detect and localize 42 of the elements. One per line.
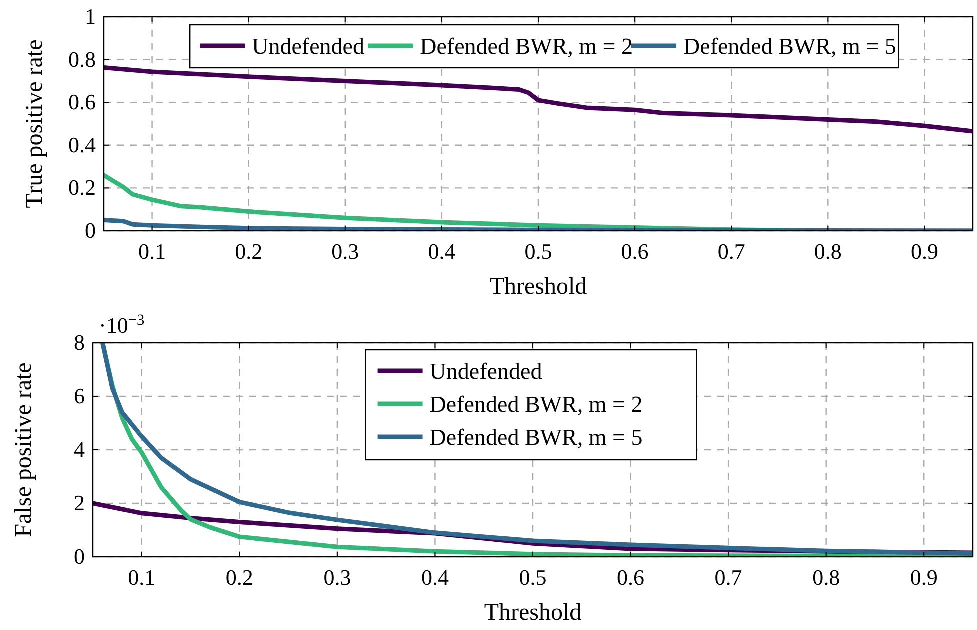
legend-label: Undefended [252,34,365,59]
x-tick-label: 0.9 [910,565,938,590]
x-tick-label: 0.8 [812,565,840,590]
y-axis-title: True positive rate [22,40,48,208]
line-series [104,218,973,231]
y-tick-label: 1 [85,4,96,29]
y-tick-label: 0.8 [68,46,96,72]
x-tick-label: 0.4 [428,239,456,264]
x-tick-label: 0.7 [718,239,746,264]
legend-label: Defended BWR, m = 5 [430,425,643,450]
y-tick-label: 0.4 [68,132,96,158]
x-tick-label: 0.6 [621,239,649,264]
x-tick-label: 0.2 [235,239,263,264]
x-tick-label: 0.3 [324,565,352,590]
text: ·10$^{−3}$ [99,312,146,338]
x-axis-title: Threshold [490,274,588,300]
legend-label: Defended BWR, m = 2 [420,34,634,59]
x-tick-label: 0.1 [128,565,156,590]
legend-label: Defended BWR, m = 5 [684,34,896,59]
y-tick-label: 4 [74,437,85,462]
x-tick-label: 0.2 [226,565,254,590]
x-tick-label: 0.5 [519,565,547,590]
x-tick-label: 0.9 [910,239,938,264]
x-tick-label: 0.1 [138,239,166,264]
x-tick-label: 0.8 [814,239,842,264]
y-tick-label: 8 [74,330,85,355]
x-tick-label: 0.6 [617,565,645,590]
x-tick-label: 0.4 [421,565,449,590]
y-tick-label: 0.6 [68,90,96,115]
y-tick-label: 0 [85,218,96,243]
line-series [104,65,973,134]
y-axis-title: False positive rate [11,362,37,538]
x-tick-label: 0.3 [332,239,360,264]
y-tick-label: 2 [74,490,85,516]
legend-label: Defended BWR, m = 2 [430,392,643,417]
legend-label: Undefended [430,359,543,384]
y-tick-label: 0.2 [68,175,96,200]
x-axis-title: Threshold [484,600,582,626]
x-tick-label: 0.7 [714,565,742,590]
y-tick-label: 6 [74,384,85,408]
x-tick-label: 0.5 [524,239,552,264]
y-tick-label: 0 [74,544,85,569]
